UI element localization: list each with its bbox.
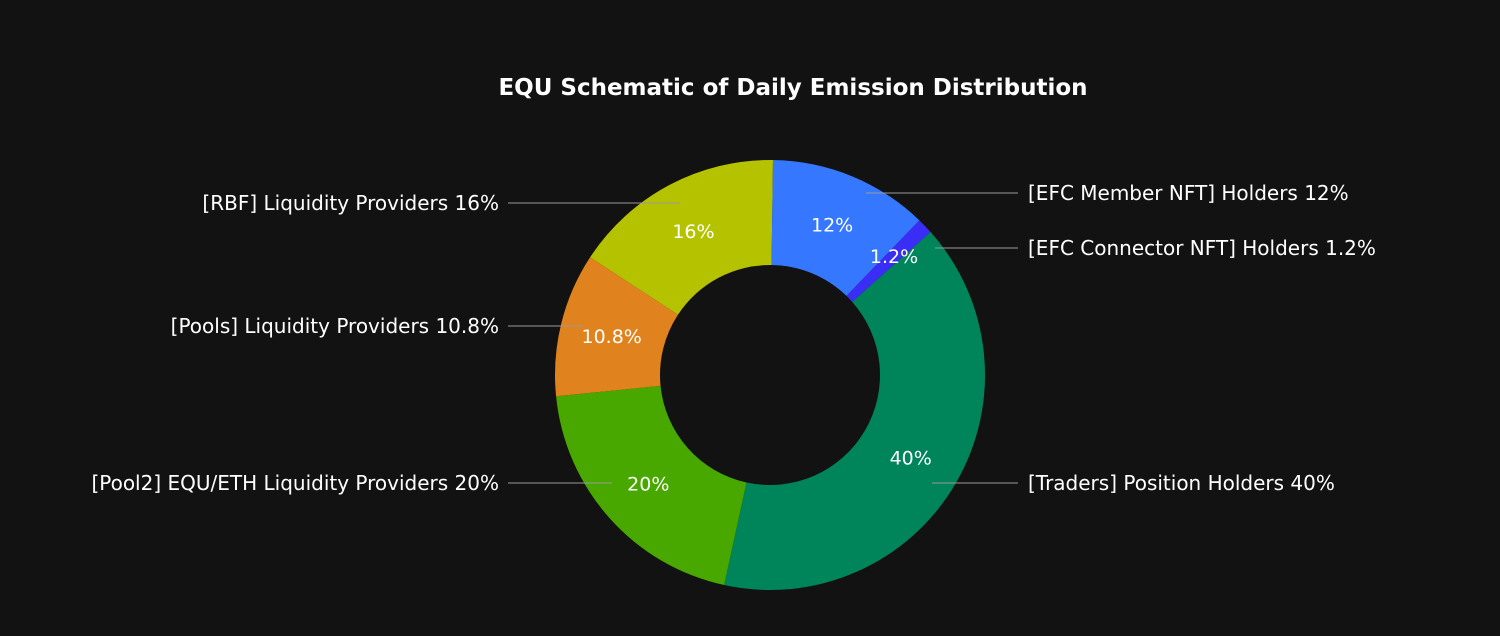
slice-traders-position-holders [724, 232, 986, 591]
outer-label-pools-liquidity-providers: [Pools] Liquidity Providers 10.8% [171, 314, 499, 338]
outer-label-efc-connector-nft-holders: [EFC Connector NFT] Holders 1.2% [1028, 236, 1376, 260]
outer-label-rbf-liquidity-providers: [RBF] Liquidity Providers 16% [202, 191, 499, 215]
slice-efc-member-nft-holders [771, 160, 920, 296]
inner-label-rbf-liquidity-providers: 16% [672, 221, 714, 243]
slice-pools-liquidity-providers [555, 257, 678, 397]
inner-label-pool2-equ-eth-liquidity-providers: 20% [627, 473, 669, 495]
outer-label-group: [EFC Connector NFT] Holders 1.2% [Traders… [91, 181, 1375, 495]
outer-label-efc-member-nft-holders: [EFC Member NFT] Holders 12% [1028, 181, 1349, 205]
outer-label-pool2-equ-eth-liquidity-providers: [Pool2] EQU/ETH Liquidity Providers 20% [91, 471, 499, 495]
leader-line-group [508, 192, 1018, 484]
slice-rbf-liquidity-providers [590, 159, 774, 315]
slice-group [555, 159, 986, 591]
slice-pool2-equ-eth-liquidity-providers [556, 385, 747, 586]
inner-label-efc-member-nft-holders: 12% [811, 214, 853, 236]
outer-label-traders-position-holders: [Traders] Position Holders 40% [1028, 471, 1335, 495]
inner-label-group: 1.2% 40% 20% 10.8% 16% 12% [581, 214, 931, 495]
inner-label-traders-position-holders: 40% [890, 447, 932, 469]
chart-title: EQU Schematic of Daily Emission Distribu… [498, 75, 1087, 101]
inner-label-efc-connector-nft-holders: 1.2% [870, 246, 918, 268]
inner-label-pools-liquidity-providers: 10.8% [581, 326, 641, 348]
slice-efc-connector-nft-holders [846, 220, 931, 302]
